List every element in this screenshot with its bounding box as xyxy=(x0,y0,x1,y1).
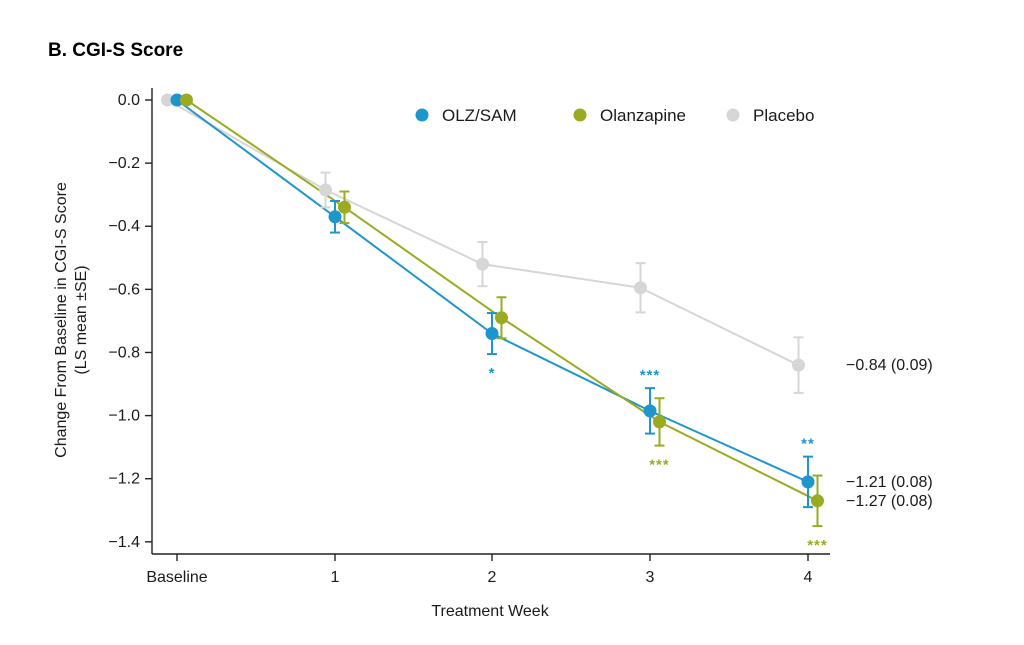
series-line-placebo xyxy=(167,99,799,366)
data-point xyxy=(643,404,657,418)
chart-title: B. CGI-S Score xyxy=(48,40,183,61)
data-point xyxy=(494,311,508,325)
significance-marks: * *********** xyxy=(489,365,828,554)
y-tick-label: −1.2 xyxy=(108,471,140,488)
data-point xyxy=(801,475,815,489)
legend-marker xyxy=(415,108,429,122)
significance-mark: *** xyxy=(649,457,670,474)
x-tick-label: Baseline xyxy=(146,569,207,586)
y-tick-label: 0.0 xyxy=(118,92,140,109)
data-point xyxy=(485,327,499,341)
x-tick-label: 1 xyxy=(331,569,340,586)
end-label-olanzapine: −1.27 (0.08) xyxy=(846,493,933,510)
end-labels: −0.84 (0.09) −1.21 (0.08) −1.27 (0.08) xyxy=(846,357,933,510)
series-lines xyxy=(167,99,818,502)
significance-mark: *** xyxy=(807,537,828,554)
data-point xyxy=(328,210,342,224)
y-axis-label-line1: Change From Baseline in CGI-S Score xyxy=(53,182,70,458)
legend-marker xyxy=(573,108,587,122)
data-points xyxy=(161,93,824,508)
legend-label: Placebo xyxy=(753,106,814,125)
legend-label: OLZ/SAM xyxy=(442,106,517,125)
data-point xyxy=(634,281,648,295)
data-point xyxy=(170,93,184,107)
y-axis-label-line2: (LS mean ±SE) xyxy=(73,265,90,374)
significance-mark: ** xyxy=(801,436,815,453)
end-label-placebo: −0.84 (0.09) xyxy=(846,357,933,374)
x-tick-label: 4 xyxy=(804,569,813,586)
data-point xyxy=(161,93,175,107)
y-tick-label: −1.4 xyxy=(108,534,140,551)
data-point xyxy=(476,257,490,271)
end-label-olz-sam: −1.21 (0.08) xyxy=(846,474,933,491)
significance-mark: *** xyxy=(640,367,661,384)
y-tick-label: −0.2 xyxy=(108,155,140,172)
x-tick-label: 2 xyxy=(488,569,497,586)
y-tick-label: −0.6 xyxy=(108,281,140,298)
legend-marker xyxy=(726,108,740,122)
data-point xyxy=(652,415,666,429)
axes: 0.0 −0.2 −0.4 −0.6 −0.8 −1.0 −1.2 −1.4 Baseline 1… xyxy=(108,88,830,586)
data-point xyxy=(179,93,193,107)
data-point xyxy=(792,358,806,372)
y-axis-label: Change From Baseline in CGI-S Score (LS … xyxy=(53,182,90,458)
data-point xyxy=(810,494,824,508)
legend: OLZ/SAM Olanzapine Placebo xyxy=(415,106,814,125)
error-bars xyxy=(320,171,823,528)
y-tick-label: −0.8 xyxy=(108,344,140,361)
x-axis-label: Treatment Week xyxy=(431,603,549,620)
data-point xyxy=(319,183,333,197)
y-tick-label: −0.4 xyxy=(108,218,140,235)
legend-label: Olanzapine xyxy=(600,106,686,125)
y-tick-label: −1.0 xyxy=(108,408,140,425)
x-tick-label: 3 xyxy=(646,569,655,586)
significance-mark: * xyxy=(489,365,496,382)
data-point xyxy=(337,200,351,214)
